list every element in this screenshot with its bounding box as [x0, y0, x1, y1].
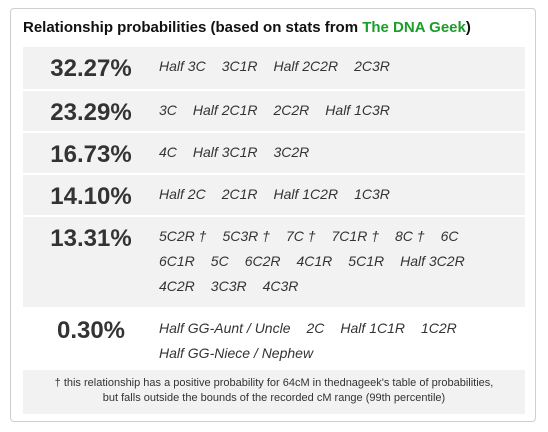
percent-value: 32.27%: [50, 55, 132, 82]
footnote-line: † this relationship has a positive proba…: [54, 377, 494, 389]
relationship-item: Half 2C: [159, 186, 206, 202]
relationship-item: Half 2C1R: [192, 102, 258, 118]
relationship-item: 7C †: [285, 228, 316, 244]
relationship-item: Half 1C1R: [340, 320, 405, 336]
relationship-item: 3C: [159, 102, 177, 118]
relationship-probabilities-panel: Relationship probabilities (based on sta…: [10, 8, 536, 422]
relationship-item: 8C †: [394, 228, 425, 244]
relationship-item: Half 1C2R: [273, 186, 339, 202]
relationship-list: Half GG-Aunt / Uncle 2C Half 1C1R 1C2R H…: [159, 309, 525, 366]
relationship-list: 5C2R † 5C3R † 7C † 7C1R † 8C † 6C 6C1R 5…: [159, 217, 525, 299]
relationship-item: 4C3R: [262, 278, 299, 294]
percent-value: 14.10%: [50, 183, 132, 210]
relationship-item: 4C: [159, 144, 177, 160]
probability-row: 0.30% Half GG-Aunt / Uncle 2C Half 1C1R …: [23, 309, 525, 371]
panel-title: Relationship probabilities (based on sta…: [23, 19, 471, 36]
relationship-item: 6C2R: [244, 253, 281, 269]
relationship-item: 6C1R: [159, 253, 195, 269]
relationship-item: Half 3C2R: [400, 253, 465, 269]
relationship-item: Half 3C: [159, 58, 206, 74]
relationship-item: Half 1C3R: [325, 102, 390, 118]
relationship-list: Half 2C 2C1R Half 1C2R 1C3R: [159, 175, 525, 207]
relationship-item: 7C1R †: [331, 228, 379, 244]
relationship-item: 2C: [306, 320, 325, 336]
probability-row: 13.31% 5C2R † 5C3R † 7C † 7C1R † 8C † 6C…: [23, 217, 525, 309]
relationship-item: Half 3C1R: [192, 144, 258, 160]
relationship-item: 4C2R: [159, 278, 195, 294]
title-suffix: ): [465, 19, 471, 36]
probability-row: 16.73% 4C Half 3C1R 3C2R: [23, 133, 525, 175]
probability-table: 32.27% Half 3C 3C1R Half 2C2R 2C3R 23.29…: [23, 47, 525, 371]
percent-value: 16.73%: [50, 141, 132, 168]
relationship-item: 5C2R †: [159, 228, 207, 244]
probability-row: 32.27% Half 3C 3C1R Half 2C2R 2C3R: [23, 47, 525, 91]
relationship-item: 1C3R: [354, 186, 390, 202]
relationship-item: Half GG-Aunt / Uncle: [159, 320, 291, 336]
relationship-item: 5C1R: [348, 253, 385, 269]
relationship-item: Half GG-Niece / Nephew: [159, 345, 314, 361]
relationship-item: Half 2C2R: [273, 58, 339, 74]
relationship-item: 4C1R: [296, 253, 333, 269]
relationship-item: 6C: [440, 228, 459, 244]
relationship-item: 3C2R: [273, 144, 310, 160]
relationship-item: 2C2R: [273, 102, 310, 118]
probability-row: 23.29% 3C Half 2C1R 2C2R Half 1C3R: [23, 91, 525, 133]
relationship-item: 5C3R †: [222, 228, 270, 244]
footnote: † this relationship has a positive proba…: [23, 370, 525, 414]
footnote-line: but falls outside the bounds of the reco…: [102, 392, 446, 404]
relationship-item: 1C2R: [421, 320, 457, 336]
relationship-item: 3C3R: [210, 278, 247, 294]
relationship-item: 3C1R: [221, 58, 258, 74]
percent-value: 23.29%: [50, 99, 132, 126]
relationship-list: 4C Half 3C1R 3C2R: [159, 133, 525, 165]
relationship-list: 3C Half 2C1R 2C2R Half 1C3R: [159, 91, 525, 123]
dna-geek-link[interactable]: The DNA Geek: [362, 19, 466, 36]
probability-row: 14.10% Half 2C 2C1R Half 1C2R 1C3R: [23, 175, 525, 217]
percent-value: 13.31%: [50, 225, 132, 252]
title-prefix: Relationship probabilities (based on sta…: [23, 19, 363, 36]
relationship-item: 2C1R: [221, 186, 258, 202]
relationship-item: 5C: [210, 253, 229, 269]
relationship-list: Half 3C 3C1R Half 2C2R 2C3R: [159, 47, 525, 79]
percent-value: 0.30%: [56, 317, 126, 344]
relationship-item: 2C3R: [354, 58, 390, 74]
